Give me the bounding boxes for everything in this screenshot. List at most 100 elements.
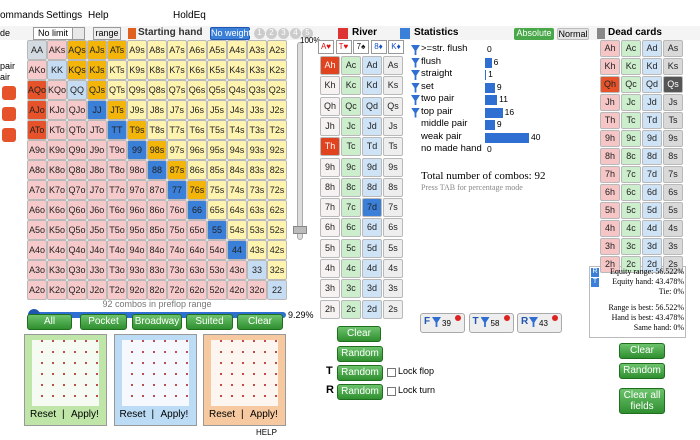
hand-cell[interactable]: T9o — [107, 140, 127, 160]
card-cell[interactable]: Jc — [341, 116, 361, 136]
hand-cell[interactable]: A9o — [27, 140, 47, 160]
card-cell[interactable]: Ac — [621, 40, 641, 57]
card-cell[interactable]: 4c — [621, 220, 641, 237]
hand-cell[interactable]: K5o — [47, 220, 67, 240]
hand-cell[interactable]: 63s — [247, 200, 267, 220]
hand-cell[interactable]: J7o — [87, 180, 107, 200]
hand-cell[interactable]: 33 — [247, 260, 267, 280]
card-cell[interactable]: Kc — [621, 58, 641, 75]
card-cell[interactable]: Kd — [362, 76, 382, 96]
card-cell[interactable]: 3d — [362, 279, 382, 299]
hand-cell[interactable]: 74s — [227, 180, 247, 200]
stat-filter[interactable] — [411, 95, 420, 105]
card-cell[interactable]: Kc — [341, 76, 361, 96]
card-cell[interactable]: As — [663, 40, 683, 57]
weight-option[interactable]: 2 — [266, 28, 277, 39]
hand-cell[interactable]: 22 — [267, 280, 287, 300]
hand-cell[interactable]: JTo — [87, 120, 107, 140]
hand-cell[interactable]: 76s — [187, 180, 207, 200]
hand-cell[interactable]: A2o — [27, 280, 47, 300]
preset-reset[interactable]: Reset — [30, 409, 57, 420]
hand-cell[interactable]: J9s — [127, 100, 147, 120]
card-cell[interactable]: 5d — [362, 238, 382, 258]
hand-cell[interactable]: A5o — [27, 220, 47, 240]
hand-cell[interactable]: 75o — [167, 220, 187, 240]
preset-reset[interactable]: Reset — [119, 409, 146, 420]
hand-cell[interactable]: T9s — [127, 120, 147, 140]
card-cell[interactable]: 7s — [383, 198, 403, 218]
clear-all-button[interactable]: Clear all fields — [619, 388, 665, 414]
hand-cell[interactable]: 87o — [147, 180, 167, 200]
weight-option[interactable]: 3 — [278, 28, 289, 39]
card-cell[interactable]: 2d — [362, 299, 382, 319]
hand-cell[interactable]: 97s — [167, 140, 187, 160]
hand-cell[interactable]: K9o — [47, 140, 67, 160]
hand-cell[interactable]: 42s — [267, 240, 287, 260]
hand-cell[interactable]: AA — [27, 40, 47, 60]
card-cell[interactable]: 4s — [663, 220, 683, 237]
preset-reset[interactable]: Reset — [209, 409, 236, 420]
card-cell[interactable]: 5c — [621, 202, 641, 219]
hand-cell[interactable]: Q6o — [67, 200, 87, 220]
lock-flop-box[interactable] — [387, 368, 396, 377]
hand-cell[interactable]: Q6s — [187, 80, 207, 100]
hand-cell[interactable]: KTs — [107, 60, 127, 80]
hand-cell[interactable]: QJo — [67, 100, 87, 120]
card-cell[interactable]: Jd — [362, 116, 382, 136]
weight-option[interactable]: 4 — [290, 28, 301, 39]
hand-cell[interactable]: 82o — [147, 280, 167, 300]
card-cell[interactable]: Qh — [320, 96, 340, 116]
card-cell[interactable]: 7d — [642, 166, 662, 183]
hand-cell[interactable]: 62s — [267, 200, 287, 220]
filter-button[interactable] — [420, 313, 465, 333]
card-cell[interactable]: 3c — [341, 279, 361, 299]
hand-cell[interactable]: T3o — [107, 260, 127, 280]
hand-cell[interactable]: 96s — [187, 140, 207, 160]
card-cell[interactable]: 5c — [341, 238, 361, 258]
card-cell[interactable]: 9h — [320, 157, 340, 177]
hand-cell[interactable]: A3s — [247, 40, 267, 60]
hand-cell[interactable]: 63o — [187, 260, 207, 280]
hand-cell[interactable]: 85s — [207, 160, 227, 180]
card-cell[interactable]: 4s — [383, 259, 403, 278]
hand-cell[interactable]: J2o — [87, 280, 107, 300]
hand-cell[interactable]: J2s — [267, 100, 287, 120]
card-cell[interactable]: Ad — [642, 40, 662, 57]
card-cell[interactable]: As — [383, 56, 403, 75]
hand-cell[interactable]: A8o — [27, 160, 47, 180]
hand-cell[interactable]: JJ — [87, 100, 107, 120]
card-cell[interactable]: 6s — [383, 218, 403, 238]
card-cell[interactable]: Kh — [600, 58, 620, 75]
hand-cell[interactable]: 85o — [147, 220, 167, 240]
card-cell[interactable]: Td — [362, 137, 382, 157]
preset-apply[interactable]: Apply! — [160, 409, 189, 420]
card-cell[interactable]: 7c — [341, 198, 361, 218]
hand-cell[interactable]: Q3s — [247, 80, 267, 100]
hand-cell[interactable]: T6o — [107, 200, 127, 220]
hand-cell[interactable]: 75s — [207, 180, 227, 200]
card-cell[interactable]: 6c — [341, 218, 361, 238]
card-cell[interactable]: 7h — [320, 198, 340, 218]
card-cell[interactable]: Ac — [341, 56, 361, 75]
hand-cell[interactable]: TT — [107, 120, 127, 140]
card-cell[interactable]: 4d — [642, 220, 662, 237]
hand-cell[interactable]: 76o — [167, 200, 187, 220]
card-cell[interactable]: Th — [600, 112, 620, 129]
card-cell[interactable]: 2c — [621, 256, 641, 273]
hand-cell[interactable]: Q5s — [207, 80, 227, 100]
hand-cell[interactable]: 44 — [227, 240, 247, 260]
card-cell[interactable]: Js — [383, 116, 403, 136]
card-cell[interactable]: Ad — [362, 56, 382, 75]
board-card[interactable]: 8♦ — [370, 40, 387, 54]
hand-cell[interactable]: 43o — [227, 260, 247, 280]
menu-item[interactable]: ommands — [0, 10, 44, 21]
hand-cell[interactable]: J7s — [167, 100, 187, 120]
hand-cell[interactable]: Q4o — [67, 240, 87, 260]
card-cell[interactable]: 8c — [341, 177, 361, 197]
hand-cell[interactable]: KJs — [87, 60, 107, 80]
hand-cell[interactable]: 82s — [267, 160, 287, 180]
help-link[interactable]: HELP — [256, 428, 277, 437]
hand-cell[interactable]: Q8s — [147, 80, 167, 100]
hand-cell[interactable]: T8o — [107, 160, 127, 180]
card-cell[interactable]: 5d — [642, 202, 662, 219]
